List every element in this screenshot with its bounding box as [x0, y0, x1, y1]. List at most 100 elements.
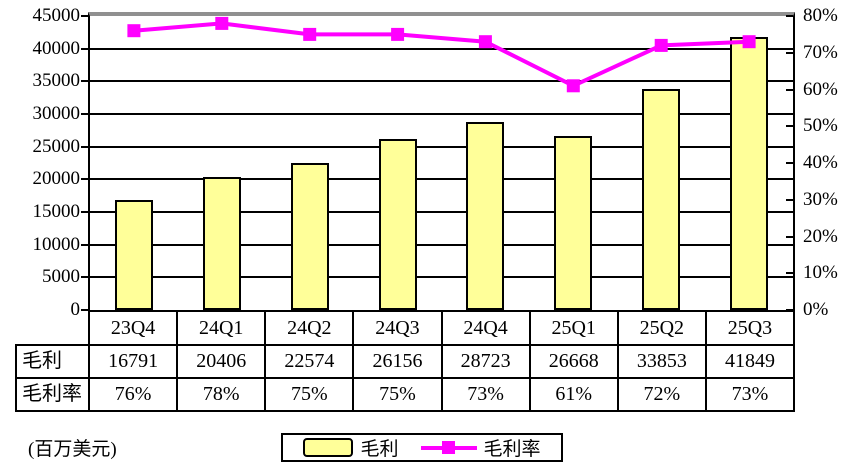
- gridline: [90, 47, 793, 50]
- table-cell: 73%: [704, 377, 796, 412]
- left-axis-tick-label: 0: [70, 299, 81, 320]
- table-cell: 22574: [264, 344, 355, 379]
- units-footnote: (百万美元): [28, 439, 117, 460]
- right-axis-tick-label: 30%: [803, 188, 838, 210]
- table-cell: 28723: [440, 344, 531, 379]
- left-axis-tick-label: 45000: [32, 5, 81, 26]
- table-cell: 24Q3: [352, 310, 443, 346]
- trend-line: [133, 21, 750, 89]
- table-cell: 26668: [528, 344, 619, 379]
- right-axis-tick-mark: [786, 272, 793, 275]
- right-axis-tick-label: 0%: [803, 299, 829, 320]
- right-axis-tick-label: 80%: [803, 5, 838, 26]
- table-cell: 20406: [176, 344, 267, 379]
- line-legend-square: [441, 441, 455, 454]
- table-row: 毛利 16791 20406 22574 26156 28723 26668 33853 418…: [15, 344, 796, 379]
- left-axis-tick-mark: [81, 211, 88, 213]
- legend: 毛利 毛利率: [281, 433, 563, 462]
- left-axis-tick-mark: [81, 178, 88, 181]
- right-axis-tick-label: 20%: [803, 225, 838, 247]
- right-axis-tick-label: 10%: [803, 262, 838, 284]
- gross-profit-bar: [554, 136, 593, 310]
- left-axis-tick-label: 35000: [32, 70, 81, 92]
- gross-profit-bar: [290, 163, 329, 310]
- table-cell: 75%: [352, 377, 443, 412]
- trend-marker: [654, 38, 668, 52]
- table-cell: 78%: [176, 377, 267, 412]
- table-cell: 25Q1: [528, 310, 619, 346]
- table-cell: 72%: [616, 377, 707, 412]
- gross-profit-bar: [466, 122, 505, 310]
- right-axis-tick-label: 60%: [803, 78, 838, 100]
- left-axis-tick-label: 5000: [42, 266, 80, 288]
- right-axis-tick-label: 50%: [803, 115, 838, 137]
- line-legend-label: 毛利率: [483, 439, 541, 460]
- gross-profit-bar: [202, 177, 241, 310]
- table-cell: 41849: [704, 344, 796, 379]
- gridline: [90, 80, 793, 83]
- table-cell: 76%: [87, 377, 179, 412]
- left-axis-tick-label: 30000: [32, 103, 81, 124]
- gross-profit-bar: [378, 139, 417, 310]
- table-cell: 24Q4: [440, 310, 531, 346]
- gross-profit-bar: [114, 200, 153, 310]
- gridline: [90, 178, 793, 181]
- table-cell: 33853: [616, 344, 707, 379]
- left-axis-tick-mark: [81, 309, 88, 311]
- left-axis-tick-label: 10000: [32, 233, 81, 255]
- table-cell: 73%: [440, 377, 531, 412]
- right-axis-tick-mark: [786, 309, 793, 311]
- bar-legend-label: 毛利: [360, 439, 399, 460]
- right-axis-tick-mark: [786, 15, 793, 17]
- plot-inner: [90, 16, 793, 310]
- table-row-label: 毛利: [15, 344, 90, 379]
- left-axis-tick-mark: [81, 276, 88, 279]
- table-cell: 16791: [87, 344, 179, 379]
- trend-marker: [391, 27, 405, 41]
- right-axis-tick-mark: [786, 51, 793, 54]
- trend-marker: [742, 35, 756, 49]
- left-axis-tick-mark: [81, 15, 88, 17]
- trend-marker: [566, 79, 580, 93]
- left-axis-tick-mark: [81, 80, 88, 83]
- right-axis-tick-mark: [786, 198, 793, 201]
- gridline: [90, 113, 793, 115]
- table-row-label: 毛利率: [15, 377, 90, 412]
- table-row: 毛利率 76% 78% 75% 75% 73% 61% 72% 73%: [15, 377, 796, 412]
- right-axis-tick-mark: [786, 162, 793, 164]
- bar-legend-swatch: [303, 438, 354, 457]
- table-cell: 61%: [528, 377, 619, 412]
- left-axis-tick-label: 20000: [32, 168, 81, 190]
- table-cell: 25Q3: [704, 310, 796, 346]
- data-table: 23Q4 24Q1 24Q2 24Q3 24Q4 25Q1 25Q2 25Q3 毛利 16791 2…: [15, 310, 796, 412]
- gridline: [90, 145, 793, 148]
- table-header-row: 23Q4 24Q1 24Q2 24Q3 24Q4 25Q1 25Q2 25Q3: [16, 310, 796, 346]
- left-axis-tick-label: 15000: [32, 201, 81, 222]
- right-axis-tick-mark: [786, 235, 793, 238]
- left-axis-tick-label: 40000: [32, 37, 81, 59]
- left-axis-tick-mark: [81, 243, 88, 246]
- table-cell: 24Q2: [264, 310, 355, 346]
- line-legend-marker-icon: [420, 441, 477, 454]
- table-cell: 23Q4: [87, 310, 179, 346]
- margin-trend-line-svg: [127, 16, 756, 93]
- gridline: [90, 243, 793, 246]
- left-axis-tick-mark: [81, 113, 88, 115]
- trend-marker: [303, 27, 317, 41]
- table-cell: 26156: [352, 344, 443, 379]
- table-cell: 75%: [264, 377, 355, 412]
- left-axis-tick-mark: [81, 145, 88, 148]
- right-axis-tick-label: 40%: [803, 152, 838, 173]
- right-axis-tick-mark: [786, 125, 793, 128]
- trend-marker: [127, 24, 141, 38]
- right-axis-tick-label: 70%: [803, 41, 838, 63]
- table-cell: 24Q1: [176, 310, 267, 346]
- trend-marker: [215, 16, 229, 30]
- gross-profit-bar: [642, 89, 681, 310]
- right-axis-tick-mark: [786, 88, 793, 91]
- left-axis-tick-label: 25000: [32, 135, 81, 157]
- table-cell: 25Q2: [616, 310, 707, 346]
- gross-profit-bar: [730, 37, 769, 310]
- left-axis-tick-mark: [81, 47, 88, 50]
